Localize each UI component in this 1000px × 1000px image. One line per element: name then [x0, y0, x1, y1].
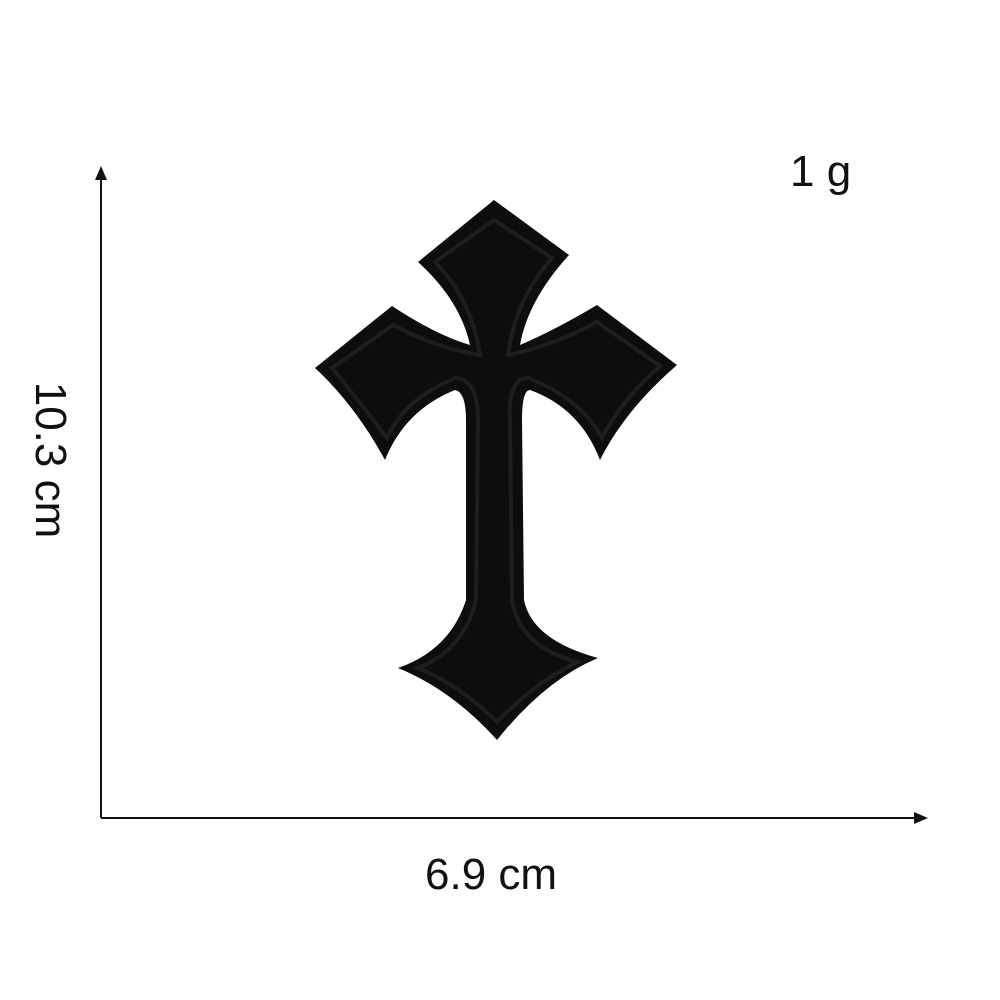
height-axis-arrow-icon: [95, 166, 107, 180]
height-label: 10.3 cm: [26, 381, 75, 539]
width-label: 6.9 cm: [425, 850, 558, 899]
cross-patch-outer: [315, 200, 677, 740]
width-axis-arrow-icon: [914, 812, 928, 824]
weight-label: 1 g: [790, 147, 852, 196]
cross-patch-border: [329, 217, 664, 725]
